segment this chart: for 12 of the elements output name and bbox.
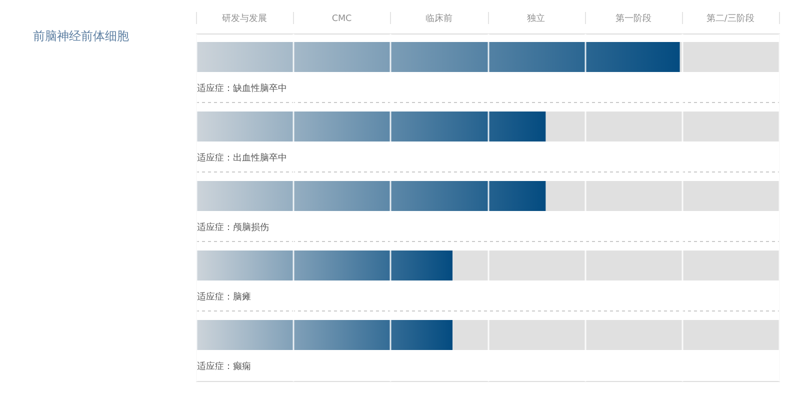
y-tick-label: 适应症：出血性脑卒中: [197, 152, 287, 164]
text: CMC: [332, 14, 352, 24]
text: 第二/三阶段: [706, 13, 754, 24]
y-tick-label: 适应症：缺血性脑卒中: [197, 83, 287, 94]
text: 前脑神经前体细胞: [33, 29, 129, 43]
y-tick-label: 适应症：脑瘫: [197, 292, 251, 302]
y-tick-label: 适应症：颅脑损伤: [197, 222, 269, 233]
text: 研发与发展: [222, 13, 268, 24]
y-tick-label: 适应症：癫痫: [197, 361, 251, 372]
text: 第一阶段: [615, 13, 652, 24]
text: 独立: [527, 13, 546, 24]
text: 临床前: [425, 13, 452, 24]
